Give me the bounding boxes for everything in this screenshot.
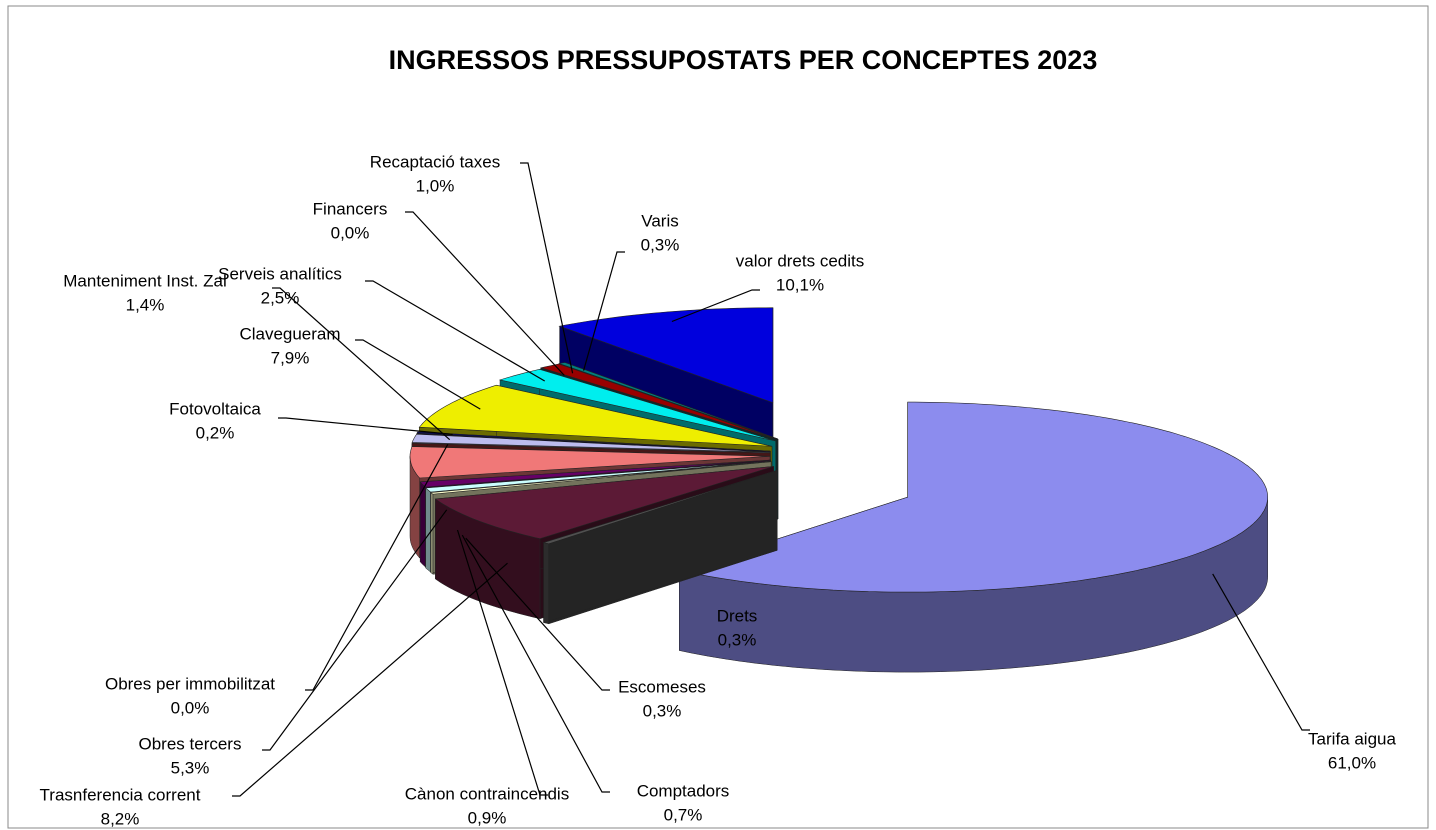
leader-line <box>278 417 453 435</box>
data-label: 1,4% <box>126 295 165 314</box>
slice <box>540 363 778 440</box>
slice <box>418 384 773 447</box>
data-label-name: Obres tercers <box>139 734 242 753</box>
data-label: 0,0% <box>171 698 210 717</box>
leader-line <box>1212 573 1310 731</box>
data-label-name: valor drets cedits <box>736 251 865 270</box>
slice-side <box>419 481 426 568</box>
leader-line <box>355 339 481 410</box>
leader-line <box>405 211 565 376</box>
data-label: 0,7% <box>664 805 703 824</box>
data-label: 0,2% <box>196 423 235 442</box>
slice <box>558 307 774 404</box>
chart-frame <box>7 5 1429 829</box>
data-label-name: Obres per immobilitzat <box>105 674 275 693</box>
slice <box>416 431 771 452</box>
slice <box>419 459 771 488</box>
data-label-name: Varis <box>641 211 678 230</box>
pie <box>409 307 1269 673</box>
data-label: 0,9% <box>468 808 507 827</box>
leader-line <box>461 534 610 793</box>
slice <box>409 446 771 479</box>
leader-line <box>365 280 546 382</box>
leader-line <box>520 162 574 374</box>
slice-side <box>425 487 431 573</box>
leader-line <box>671 289 760 323</box>
chart-title: INGRESSOS PRESSUPOSTATS PER CONCEPTES 20… <box>389 45 1098 75</box>
data-label: 0,3% <box>718 630 757 649</box>
data-label-name: Comptadors <box>637 781 730 800</box>
data-label: 0,0% <box>331 223 370 242</box>
leader-line <box>583 251 625 371</box>
slice <box>678 401 1269 593</box>
leader-line <box>232 562 508 797</box>
data-label-name: Clavegueram <box>239 324 340 343</box>
data-label-name: Financers <box>313 199 388 218</box>
data-label: 0,3% <box>641 235 680 254</box>
data-label: 8,2% <box>101 809 140 828</box>
slice <box>542 470 778 545</box>
slice-side <box>543 542 550 625</box>
data-label: 61,0% <box>1328 753 1376 772</box>
data-label: 2,5% <box>261 288 300 307</box>
data-label: 0,3% <box>643 701 682 720</box>
data-label: 5,3% <box>171 758 210 777</box>
data-label-name: Trasnferencia corrent <box>40 785 201 804</box>
data-label-name: Escomeses <box>618 677 706 696</box>
leader-line <box>465 537 610 691</box>
labels: Tarifa aigua 61,0% Drets 0,3% Trasnferencia … <box>40 152 1397 828</box>
data-label-name: Manteniment Inst. Zal <box>63 271 226 290</box>
data-label: 7,9% <box>271 348 310 367</box>
slice-side <box>430 492 434 575</box>
data-label-name: Drets <box>717 606 758 625</box>
data-label-name: Fotovoltaica <box>169 399 261 418</box>
slice <box>558 362 779 440</box>
data-label-name: Serveis analítics <box>218 264 342 283</box>
data-label-name: Recaptació taxes <box>370 152 500 171</box>
data-label: 1,0% <box>416 176 455 195</box>
slice <box>429 461 772 495</box>
slice <box>498 368 776 442</box>
data-label-name: Cànon contraincendis <box>405 784 569 803</box>
leader-line <box>262 509 448 751</box>
slice <box>411 433 771 453</box>
leader-line <box>305 444 449 691</box>
leader-line <box>272 287 451 441</box>
slice <box>424 460 771 493</box>
data-label: 10,1% <box>776 275 824 294</box>
slice <box>434 466 774 540</box>
data-label-name: Tarifa aigua <box>1308 729 1396 748</box>
leader-line <box>456 529 548 796</box>
